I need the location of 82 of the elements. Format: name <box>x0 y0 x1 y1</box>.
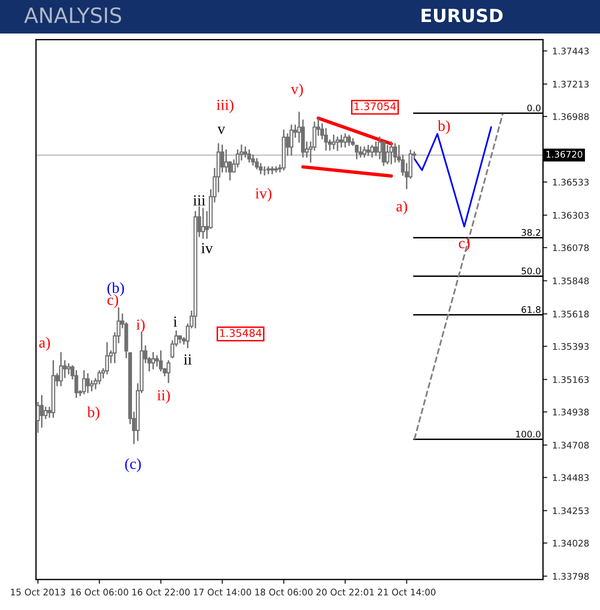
candlestick <box>201 208 205 239</box>
annotation: a) <box>396 200 408 215</box>
candlestick <box>389 141 394 164</box>
annotation: (c) <box>125 458 141 472</box>
y-tick-label: 1.34028 <box>553 540 589 547</box>
candlestick <box>40 394 44 428</box>
candlestick <box>290 124 294 156</box>
annotation: 100.0 <box>516 430 540 438</box>
candlestick <box>358 146 362 158</box>
annotation: iv) <box>255 188 272 202</box>
annotation: 50.0 <box>522 268 540 274</box>
x-tick-label: 20 Oct 22:01 <box>316 588 374 596</box>
y-tick-label: 1.36078 <box>553 244 589 252</box>
candlestick <box>343 133 348 148</box>
y-tick-label: 1.36303 <box>553 212 589 219</box>
y-tick-label: 1.34483 <box>553 474 589 482</box>
annotation: i) <box>136 319 145 333</box>
annotation: v <box>218 126 226 134</box>
candlestick <box>82 370 86 394</box>
candlestick <box>336 136 340 152</box>
x-tick-label: 15 Oct 2013 <box>11 588 66 596</box>
candlestick <box>59 352 63 386</box>
candlestick <box>166 360 170 384</box>
x-tick-label: 21 Oct 14:00 <box>378 588 436 596</box>
chart-title: EURUSD <box>422 8 503 22</box>
x-tick-label: 18 Oct 06:00 <box>255 588 313 596</box>
candlestick <box>266 166 270 174</box>
candlestick <box>86 373 90 394</box>
annotation: a) <box>39 336 50 351</box>
annotation: i <box>173 316 178 327</box>
candlestick <box>44 406 48 420</box>
y-tick-label: 1.35163 <box>553 376 589 384</box>
annotation: iii <box>193 195 206 206</box>
annotation: 0.0 <box>527 104 540 112</box>
candlestick <box>90 380 94 392</box>
annotation: c) <box>458 238 470 252</box>
annotation: 61.8 <box>522 306 540 314</box>
annotation: iii) <box>216 99 234 114</box>
y-tick-label: 1.34708 <box>553 442 589 449</box>
annotation: c) <box>107 294 118 308</box>
candlestick <box>66 363 71 375</box>
x-tick-label: 16 Oct 06:00 <box>70 588 128 596</box>
annotation: 1.35484 <box>220 329 262 337</box>
annotation: v) <box>290 83 303 98</box>
chart-subtitle: ANALYSIS <box>24 7 122 24</box>
annotation: 1.37054 <box>354 102 396 110</box>
annotation: iv <box>201 242 213 254</box>
annotation: ii) <box>157 390 170 404</box>
candlestick <box>270 166 274 174</box>
candlestick <box>386 144 390 164</box>
annotation: ii <box>184 354 192 364</box>
annotation: (b) <box>107 282 124 296</box>
candlestick <box>374 141 378 156</box>
candlestick <box>62 360 67 378</box>
candlestick <box>347 134 351 146</box>
y-tick-label: 1.34938 <box>553 408 589 416</box>
y-tick-label: 1.34253 <box>553 507 589 514</box>
x-tick-label: 17 Oct 14:00 <box>194 588 252 596</box>
y-tick-label: 1.33798 <box>553 572 589 580</box>
y-tick-label: 1.36533 <box>553 178 589 186</box>
y-tick-label: 1.37443 <box>553 48 589 54</box>
candlestick <box>366 144 370 156</box>
y-tick-label: 1.35618 <box>553 310 589 318</box>
annotation: 38.2 <box>522 229 540 236</box>
candlestick <box>362 146 366 158</box>
candlestick <box>370 144 374 158</box>
candlestick <box>151 352 156 370</box>
candlestick <box>247 149 252 163</box>
candlestick <box>224 149 228 173</box>
candlestick <box>393 143 398 163</box>
y-tick-label: 1.36988 <box>553 113 589 120</box>
ref-line-label: 1.36720 <box>546 150 582 158</box>
candlestick <box>339 134 344 148</box>
annotation: b) <box>438 120 450 134</box>
candlestick <box>378 136 382 160</box>
y-tick-label: 1.37213 <box>553 80 589 88</box>
candlestick <box>105 342 109 375</box>
candlestick <box>332 134 336 150</box>
annotation: b) <box>87 406 100 420</box>
x-tick-label: 16 Oct 22:00 <box>132 588 190 596</box>
y-tick-label: 1.35393 <box>553 343 589 350</box>
y-tick-label: 1.35848 <box>553 277 589 284</box>
